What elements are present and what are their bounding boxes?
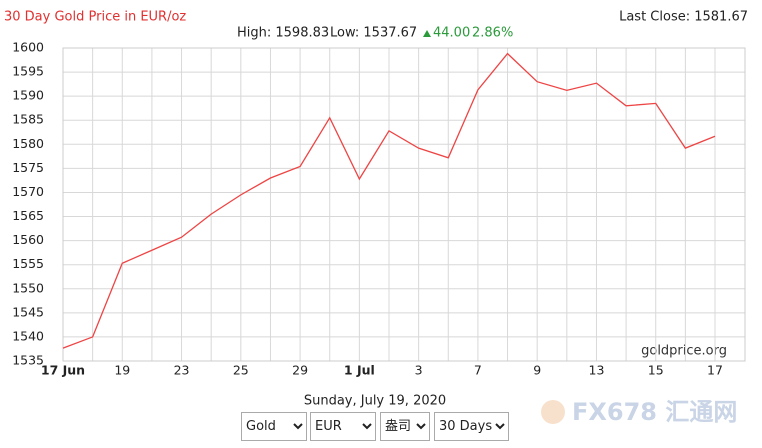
period-select[interactable]: 30 Days bbox=[434, 412, 509, 441]
x-tick-label: 25 bbox=[233, 363, 249, 378]
y-tick-label: 1595 bbox=[12, 64, 44, 79]
x-tick-label: 17 Jun bbox=[41, 363, 85, 378]
logo: FX678 汇通网 bbox=[572, 398, 737, 426]
y-tick-label: 1555 bbox=[12, 256, 44, 271]
y-tick-label: 1570 bbox=[12, 184, 44, 199]
y-tick-label: 1550 bbox=[12, 280, 44, 295]
change: 44.00 bbox=[433, 26, 470, 41]
y-tick-label: 1540 bbox=[12, 328, 44, 343]
x-tick-label: 7 bbox=[474, 363, 482, 378]
last-close: Last Close: 1581.67 bbox=[619, 10, 748, 25]
chart-title: 30 Day Gold Price in EUR/oz bbox=[4, 10, 186, 25]
x-tick-label: 13 bbox=[589, 363, 605, 378]
change-pct: 2.86% bbox=[472, 26, 513, 41]
x-tick-label: 15 bbox=[648, 363, 664, 378]
x-tick-label: 23 bbox=[174, 363, 190, 378]
logo-icon bbox=[541, 400, 565, 424]
x-tick-label: 1 Jul bbox=[344, 363, 375, 378]
y-tick-label: 1580 bbox=[12, 136, 44, 151]
watermark: goldprice.org bbox=[641, 344, 727, 359]
x-tick-label: 19 bbox=[114, 363, 130, 378]
metal-select[interactable]: Gold bbox=[241, 412, 307, 441]
x-tick-label: 17 bbox=[707, 363, 723, 378]
y-tick-label: 1575 bbox=[12, 160, 44, 175]
low: Low: 1537.67 bbox=[330, 26, 417, 41]
up-arrow bbox=[423, 30, 431, 37]
price-line bbox=[62, 52, 716, 349]
plot-border bbox=[62, 47, 746, 362]
y-tick-label: 1600 bbox=[12, 40, 44, 55]
y-tick-label: 1565 bbox=[12, 208, 44, 223]
y-tick-label: 1585 bbox=[12, 112, 44, 127]
x-tick-label: 3 bbox=[415, 363, 423, 378]
high: High: 1598.83 bbox=[237, 26, 329, 41]
x-tick-label: 9 bbox=[533, 363, 541, 378]
y-tick-label: 1545 bbox=[12, 304, 44, 319]
unit-select[interactable]: 盎司 bbox=[380, 412, 430, 441]
date: Sunday, July 19, 2020 bbox=[304, 394, 446, 409]
x-tick-label: 29 bbox=[292, 363, 308, 378]
y-tick-label: 1590 bbox=[12, 88, 44, 103]
y-tick-label: 1535 bbox=[12, 353, 44, 368]
currency-select[interactable]: EUR bbox=[310, 412, 376, 441]
y-tick-label: 1560 bbox=[12, 232, 44, 247]
